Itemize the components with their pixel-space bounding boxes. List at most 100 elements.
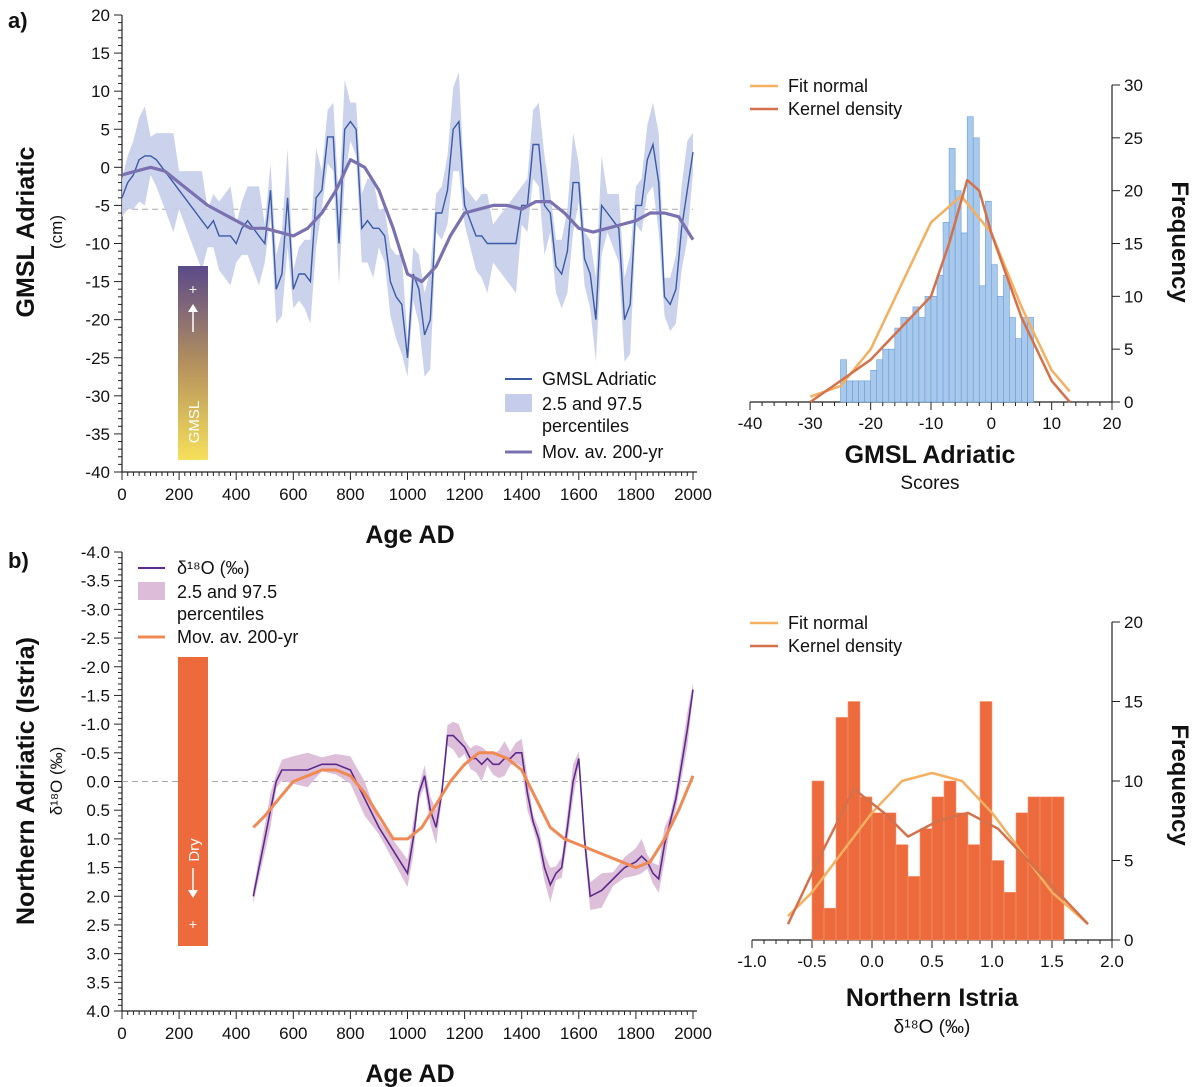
y-tick-label: 10: [1124, 772, 1143, 791]
x-tick-label: 2.0: [1100, 952, 1124, 971]
histogram-bar: [823, 907, 837, 941]
y-tick-label: 2.5: [86, 916, 110, 935]
histogram-bar: [883, 812, 897, 941]
x-tick-label: -40: [738, 414, 763, 433]
y-tick-label: 1.5: [86, 859, 110, 878]
y-tick-label: 0.0: [86, 773, 110, 792]
x-tick-label: 10: [1042, 414, 1061, 433]
panel-b-axes: 0 200 400 600 800 1000 1200 1400 1600 1800 2000 -4.…: [81, 543, 712, 1043]
x-tick-label: 600: [279, 485, 307, 504]
histogram-bar: [900, 317, 908, 403]
fit-normal-curve: [809, 194, 1071, 398]
histogram-bar: [871, 812, 885, 941]
panel-a-letter: a): [8, 8, 28, 33]
histogram-bar: [972, 137, 980, 403]
hist-b-plot: [786, 701, 1089, 941]
gmsl-arrow-head: [188, 304, 198, 312]
histogram-bar: [978, 285, 986, 403]
d18o-series-line: [252, 689, 694, 898]
y-tick-label: -10: [85, 235, 110, 254]
x-tick-label: -0.5: [797, 952, 826, 971]
y-tick-label: 3.5: [86, 973, 110, 992]
x-tick-label: 1200: [446, 1024, 484, 1043]
x-tick-label: -1.0: [737, 952, 766, 971]
y-tick-label: -5: [95, 196, 110, 215]
legend-a-band-swatch: [505, 394, 532, 412]
y-tick-label: -1.5: [81, 686, 110, 705]
x-tick-label: 2000: [674, 1024, 712, 1043]
histogram-bar: [948, 148, 956, 403]
x-tick-label: 1000: [389, 485, 427, 504]
dry-bar-sign: +: [189, 916, 197, 932]
histogram-bar: [858, 380, 865, 403]
y-tick-label: 0: [101, 158, 110, 177]
y-tick-label: 4.0: [86, 1002, 110, 1021]
histogram-bar: [846, 380, 853, 403]
y-tick-label: -35: [85, 425, 110, 444]
y-tick-label: 10: [1124, 287, 1143, 306]
y-tick-label: 30: [1124, 76, 1143, 95]
histogram-bar: [835, 717, 849, 941]
kernel-density-curve: [809, 178, 1071, 404]
x-tick-label: 1200: [446, 485, 484, 504]
histogram-bar: [997, 296, 1004, 403]
x-tick-label: 1000: [389, 1024, 427, 1043]
histogram-bar: [882, 348, 890, 403]
x-tick-label: 1.0: [980, 952, 1004, 971]
x-tick-label: 0.0: [860, 952, 884, 971]
y-tick-label: -2.0: [81, 658, 110, 677]
histogram-bar: [991, 860, 1005, 941]
panel-b-ylabel: Northern Adriatic (Istria): [12, 637, 40, 925]
histogram-bar: [924, 296, 932, 403]
panel-a-axes: 0 200 400 600 800 1000 1200 1400 1600 1800 2000 20 1…: [85, 6, 711, 504]
x-tick-label: -30: [798, 414, 823, 433]
y-tick-label: 15: [1124, 235, 1143, 254]
histogram-bar: [870, 369, 878, 403]
d18o-movav-series-line: [252, 751, 695, 870]
hist-b-xsublabel: δ¹⁸O (‰): [894, 1017, 971, 1038]
gmsl-gradient-bar: [178, 266, 208, 460]
y-tick-label: 0: [1124, 931, 1133, 950]
legend-a-item-4: Mov. av. 200-yr: [542, 442, 663, 462]
histogram-bar: [859, 796, 873, 941]
histogram-bar: [912, 306, 920, 403]
x-tick-label: 1600: [560, 1024, 598, 1043]
histogram-bar: [966, 116, 974, 403]
hist-a-legend: Fit normal Kernel density: [750, 76, 902, 119]
histogram-bar: [906, 317, 914, 403]
y-tick-label: -3.5: [81, 572, 110, 591]
y-tick-label: 0: [1124, 393, 1133, 412]
x-tick-label: 1400: [503, 1024, 541, 1043]
panel-a-legend: GMSL Adriatic 2.5 and 97.5 percentiles M…: [505, 369, 663, 462]
histogram-bar: [960, 232, 968, 403]
histogram-bar: [888, 348, 896, 403]
hist-a-xlabel: GMSL Adriatic: [845, 441, 1016, 469]
x-tick-label: 1800: [617, 1024, 655, 1043]
hist-a-plot: [809, 116, 1071, 404]
x-tick-label: 400: [222, 485, 250, 504]
y-tick-label: 2.0: [86, 887, 110, 906]
y-tick-label: -0.5: [81, 744, 110, 763]
histogram-bar: [864, 380, 871, 403]
legend-b-item-2: 2.5 and 97.5: [177, 582, 277, 602]
hist-a-xsublabel: Scores: [900, 473, 959, 494]
legend-a-item-3: percentiles: [542, 416, 629, 436]
legend-b-item-4: Mov. av. 200-yr: [177, 627, 298, 647]
y-tick-label: -30: [85, 387, 110, 406]
legend-a-item-1: GMSL Adriatic: [542, 369, 656, 389]
hist-b-xlabel: Northern Istria: [846, 984, 1019, 1012]
histogram-bar: [907, 876, 921, 941]
gmsl-bar-label: GMSL: [186, 401, 203, 444]
y-tick-label: 5: [101, 120, 110, 139]
histogram-bar: [876, 359, 884, 403]
legend-b-item-3: percentiles: [177, 604, 264, 624]
x-tick-label: 1.5: [1040, 952, 1064, 971]
x-tick-label: 200: [165, 485, 193, 504]
y-tick-label: -3.0: [81, 600, 110, 619]
histogram-bar: [919, 828, 933, 941]
kernel-density-curve: [786, 787, 1089, 925]
legend-bh-item-1: Fit normal: [788, 613, 868, 633]
histogram-bar: [1003, 891, 1017, 941]
x-tick-label: 1400: [503, 485, 541, 504]
